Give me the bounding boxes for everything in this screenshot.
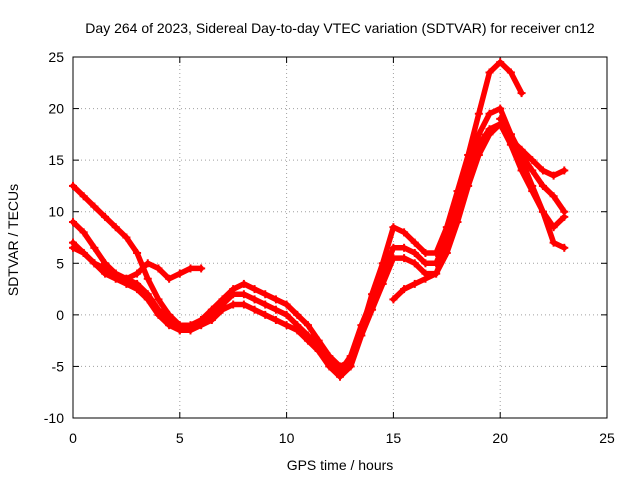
y-tick-label: 5 [56, 255, 64, 271]
y-tick-label: 10 [48, 204, 64, 220]
x-tick-label: 20 [492, 430, 508, 446]
x-tick-label: 10 [279, 430, 295, 446]
y-tick-label: 15 [48, 152, 64, 168]
series-line [390, 121, 568, 303]
y-tick-label: 0 [56, 307, 64, 323]
series-track-d [69, 238, 206, 283]
plot-frame [72, 56, 608, 419]
x-axis-label: GPS time / hours [287, 457, 394, 473]
x-tick-label: 15 [386, 430, 402, 446]
series-track-c [69, 120, 569, 381]
y-tick-label: -5 [52, 358, 65, 374]
series-track-b [69, 104, 569, 376]
y-tick-label: -10 [44, 410, 64, 426]
x-tick-label: 5 [176, 430, 184, 446]
x-tick-label: 25 [599, 430, 615, 446]
y-axis-label: SDTVAR / TECUs [5, 184, 21, 296]
y-tick-label: 20 [48, 101, 64, 117]
series-track-f [496, 114, 569, 252]
y-tick-label: 25 [48, 49, 64, 65]
chart-title: Day 264 of 2023, Sidereal Day-to-day VTE… [85, 20, 595, 36]
x-tick-label: 0 [69, 430, 77, 446]
data-series [69, 58, 569, 381]
series-line [70, 105, 568, 375]
